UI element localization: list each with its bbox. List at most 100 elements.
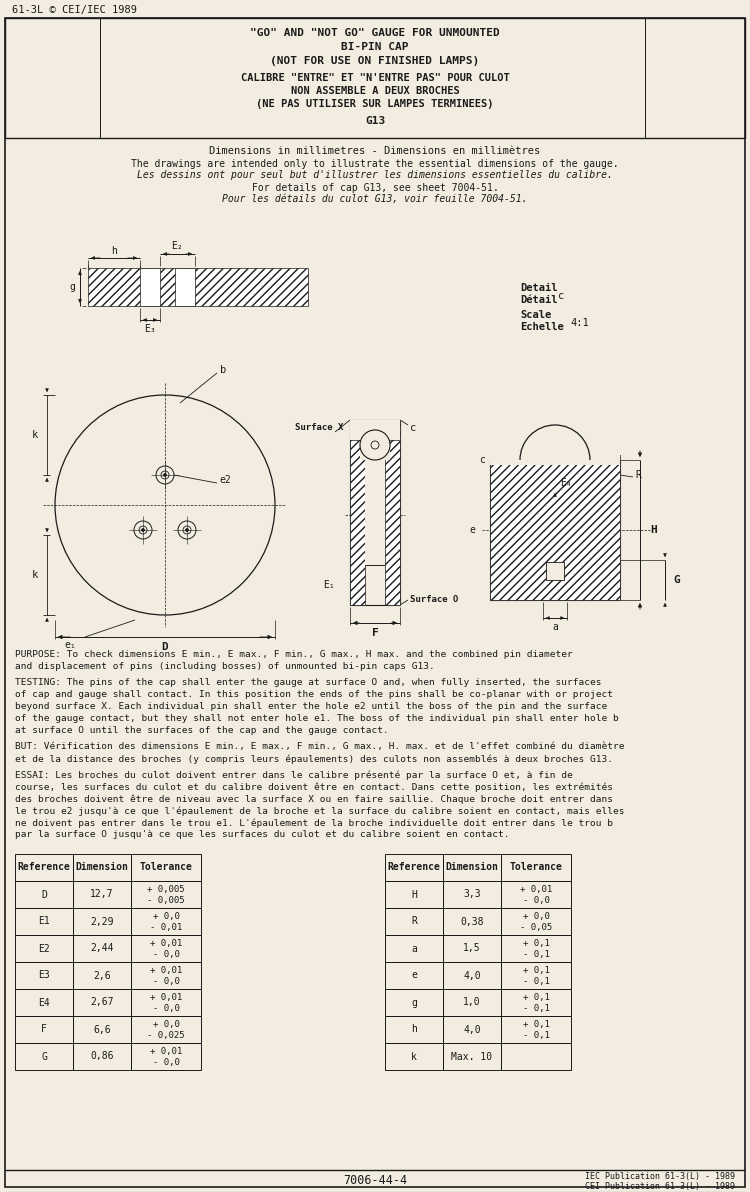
Text: ESSAI: Les broches du culot doivent entrer dans le calibre présenté par la surfa: ESSAI: Les broches du culot doivent entr…: [15, 770, 573, 780]
Text: 12,7: 12,7: [90, 889, 114, 900]
Bar: [15, 908, 73, 935]
Text: Détail: Détail: [520, 294, 557, 305]
Text: 3,3: 3,3: [464, 889, 481, 900]
Bar: [443, 935, 501, 962]
Text: + 0,1: + 0,1: [523, 1020, 550, 1029]
Bar: [385, 962, 443, 989]
Bar: [15, 962, 73, 989]
Text: + 0,0: + 0,0: [152, 1020, 179, 1029]
Bar: [350, 420, 400, 440]
Text: H: H: [411, 889, 417, 900]
Text: 2,29: 2,29: [90, 917, 114, 926]
Text: e: e: [469, 524, 475, 535]
Bar: [443, 908, 501, 935]
Bar: [131, 935, 201, 962]
Text: - 0,0: - 0,0: [152, 1004, 179, 1013]
Text: E₃: E₃: [144, 324, 156, 334]
Text: c: c: [479, 455, 485, 465]
Text: BUT: Vérification des dimensions E min., E max., F min., G max., H. max. et de l: BUT: Vérification des dimensions E min.,…: [15, 741, 625, 751]
Text: + 0,01: + 0,01: [520, 884, 552, 894]
Text: of cap and gauge shall contact. In this position the ends of the pins shall be c: of cap and gauge shall contact. In this …: [15, 690, 613, 699]
Bar: [443, 1043, 501, 1070]
Text: - 0,005: - 0,005: [147, 896, 184, 905]
Text: G: G: [673, 575, 680, 585]
Text: E1: E1: [38, 917, 50, 926]
Text: - 0,0: - 0,0: [152, 1058, 179, 1067]
Text: E₁: E₁: [323, 581, 335, 590]
Bar: [350, 420, 400, 440]
Text: b: b: [220, 365, 226, 375]
Bar: [175, 268, 195, 306]
Bar: [501, 853, 571, 881]
Text: of the gauge contact, but they shall not enter hole e1. The boss of the individu: of the gauge contact, but they shall not…: [15, 714, 619, 724]
Bar: [501, 1043, 571, 1070]
Text: PURPOSE: To check dimensions E min., E max., F min., G max., H max. and the comb: PURPOSE: To check dimensions E min., E m…: [15, 650, 573, 659]
Text: G: G: [41, 1051, 47, 1062]
Text: 2,67: 2,67: [90, 998, 114, 1007]
Text: + 0,01: + 0,01: [150, 993, 182, 1002]
Text: E₄: E₄: [560, 478, 572, 488]
Circle shape: [164, 473, 166, 477]
Text: and displacement of pins (including bosses) of unmounted bi-pin caps G13.: and displacement of pins (including boss…: [15, 662, 435, 671]
Text: + 0,0: + 0,0: [152, 912, 179, 921]
Text: - 0,025: - 0,025: [147, 1031, 184, 1039]
Bar: [140, 268, 160, 306]
Bar: [520, 426, 590, 460]
Text: + 0,0: + 0,0: [523, 912, 550, 921]
Text: Echelle: Echelle: [520, 322, 564, 333]
Bar: [443, 1016, 501, 1043]
Bar: [443, 989, 501, 1016]
Bar: [385, 908, 443, 935]
Text: 0,38: 0,38: [460, 917, 484, 926]
Bar: [385, 881, 443, 908]
Bar: [15, 935, 73, 962]
Text: E3: E3: [38, 970, 50, 981]
Text: k: k: [32, 430, 38, 440]
Bar: [73, 1043, 131, 1070]
Bar: [501, 989, 571, 1016]
Text: R: R: [635, 470, 640, 480]
Bar: [15, 1016, 73, 1043]
Bar: [443, 853, 501, 881]
Text: E4: E4: [38, 998, 50, 1007]
Text: Surface X: Surface X: [295, 423, 344, 433]
Text: - 0,1: - 0,1: [523, 1004, 550, 1013]
Text: IEC Publication 61-3(L) - 1989: IEC Publication 61-3(L) - 1989: [585, 1173, 735, 1181]
Bar: [73, 935, 131, 962]
Text: BI-PIN CAP: BI-PIN CAP: [341, 42, 409, 52]
Text: 1,0: 1,0: [464, 998, 481, 1007]
Bar: [131, 1016, 201, 1043]
Text: k: k: [32, 570, 38, 581]
Text: Dimension: Dimension: [76, 863, 128, 873]
Bar: [385, 1043, 443, 1070]
Bar: [490, 455, 620, 600]
Bar: [15, 989, 73, 1016]
Text: - 0,01: - 0,01: [150, 923, 182, 932]
Text: k: k: [411, 1051, 417, 1062]
Text: c: c: [558, 291, 564, 302]
Text: 4,0: 4,0: [464, 970, 481, 981]
Bar: [385, 420, 400, 606]
Bar: [490, 426, 620, 465]
Text: "GO" AND "NOT GO" GAUGE FOR UNMOUNTED: "GO" AND "NOT GO" GAUGE FOR UNMOUNTED: [250, 27, 500, 38]
Text: CALIBRE "ENTRE" ET "N'ENTRE PAS" POUR CULOT: CALIBRE "ENTRE" ET "N'ENTRE PAS" POUR CU…: [241, 73, 509, 83]
Text: 2,6: 2,6: [93, 970, 111, 981]
Bar: [73, 908, 131, 935]
Bar: [131, 881, 201, 908]
Bar: [501, 962, 571, 989]
Bar: [73, 962, 131, 989]
Circle shape: [142, 528, 145, 532]
Text: TESTING: The pins of the cap shall enter the gauge at surface O and, when fully : TESTING: The pins of the cap shall enter…: [15, 678, 602, 687]
Bar: [501, 935, 571, 962]
Text: E₂: E₂: [171, 241, 183, 252]
Text: Dimensions in millimetres - Dimensions en millimètres: Dimensions in millimetres - Dimensions e…: [209, 145, 541, 156]
Bar: [365, 440, 385, 565]
Text: Tolerance: Tolerance: [509, 863, 562, 873]
Bar: [443, 881, 501, 908]
Text: 4,0: 4,0: [464, 1024, 481, 1035]
Text: par la surface O jusqu'à ce que les surfaces du culot et du calibre soient en co: par la surface O jusqu'à ce que les surf…: [15, 830, 509, 839]
Text: + 0,1: + 0,1: [523, 939, 550, 948]
Text: - 0,05: - 0,05: [520, 923, 552, 932]
Text: a: a: [411, 944, 417, 954]
Text: - 0,0: - 0,0: [523, 896, 550, 905]
